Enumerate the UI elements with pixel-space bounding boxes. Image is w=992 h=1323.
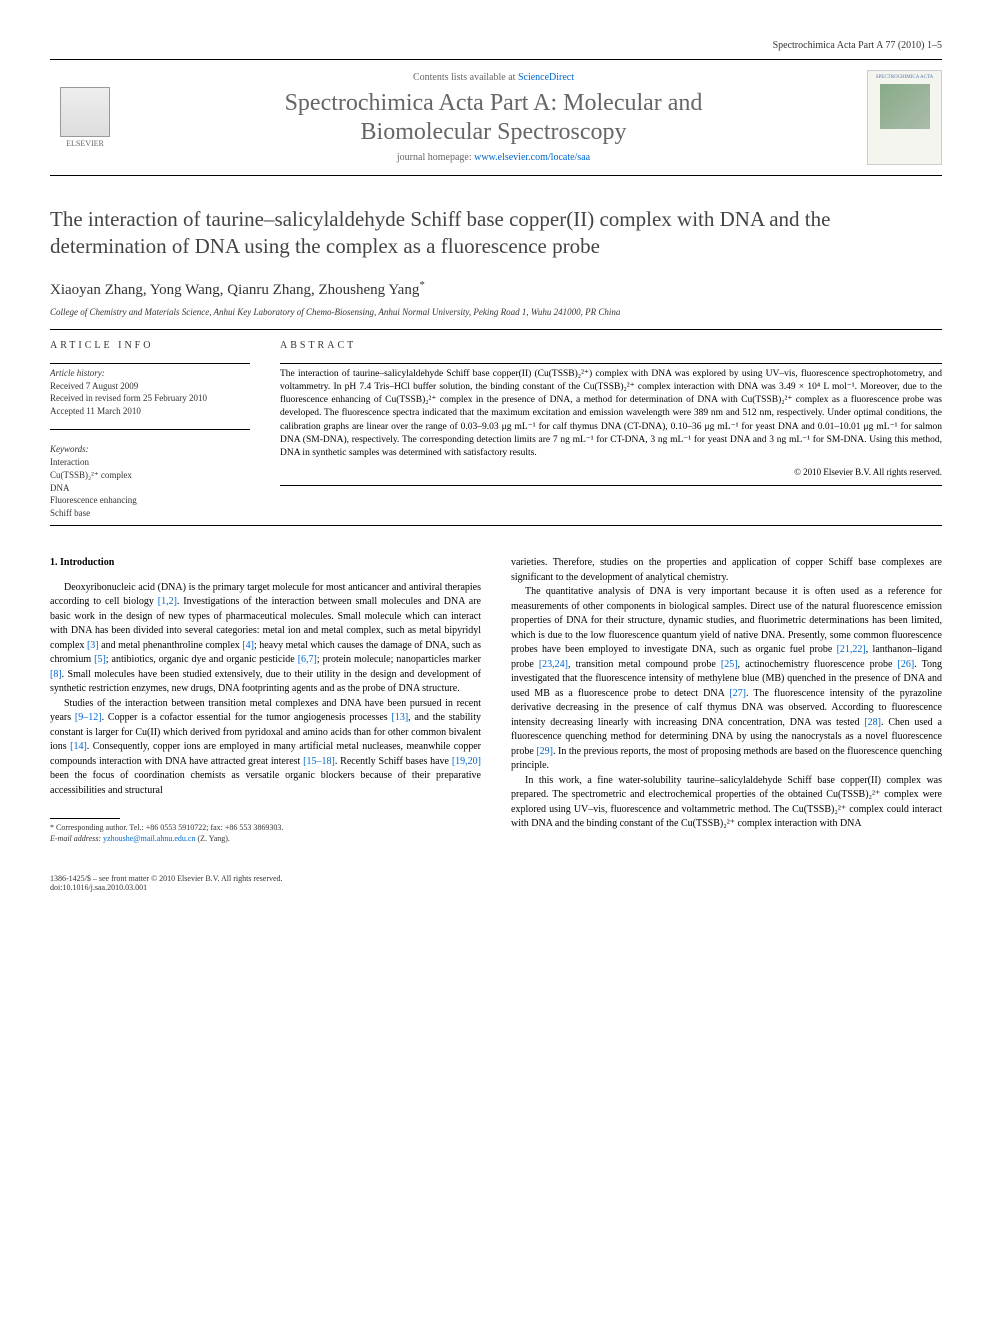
elsevier-logo: ELSEVIER: [50, 78, 120, 158]
p2-text-b: . Copper is a cofactor essential for the…: [102, 712, 392, 723]
ref-link-28[interactable]: [28]: [864, 717, 881, 728]
keyword-2: DNA: [50, 482, 250, 495]
p1-text-g: . Small molecules have been studied exte…: [50, 669, 481, 695]
footnote-corresponding: * Corresponding author. Tel.: +86 0553 5…: [50, 823, 481, 833]
ref-link-5[interactable]: [5]: [94, 654, 106, 665]
authors-list: Xiaoyan Zhang, Yong Wang, Qianru Zhang, …: [50, 282, 419, 298]
history-accepted: Accepted 11 March 2010: [50, 405, 250, 418]
elsevier-label: ELSEVIER: [66, 139, 104, 148]
section-heading-intro: 1. Introduction: [50, 556, 481, 571]
body-paragraph-4: The quantitative analysis of DNA is very…: [511, 585, 942, 774]
homepage-prefix: journal homepage:: [397, 152, 474, 163]
cover-image-icon: [880, 84, 930, 129]
p1-text-c: and metal phenanthroline complex: [99, 640, 243, 651]
article-info-column: ARTICLE INFO Article history: Received 7…: [50, 340, 250, 520]
body-column-right: varieties. Therefore, studies on the pro…: [511, 556, 942, 844]
sciencedirect-link[interactable]: ScienceDirect: [518, 72, 574, 83]
email-link[interactable]: yzhoushe@mail.ahnu.edu.cn: [103, 834, 195, 843]
corresponding-marker: *: [419, 279, 425, 291]
abstract-text: The interaction of taurine–salicylaldehy…: [280, 368, 942, 461]
authors: Xiaoyan Zhang, Yong Wang, Qianru Zhang, …: [50, 279, 942, 299]
footer-doi: doi:10.1016/j.saa.2010.03.001: [50, 883, 283, 892]
footer-issn: 1386-1425/$ – see front matter © 2010 El…: [50, 874, 283, 883]
keywords-label: Keywords:: [50, 444, 250, 454]
ref-link-13[interactable]: [13]: [392, 712, 409, 723]
ref-link-19-20[interactable]: [19,20]: [452, 756, 481, 767]
ref-link-26[interactable]: [26]: [898, 659, 915, 670]
p4-text-h: . In the previous reports, the most of p…: [511, 746, 942, 772]
journal-cover-thumb: SPECTROCHIMICA ACTA: [867, 70, 942, 165]
email-suffix: (Z. Yang).: [195, 834, 229, 843]
ref-link-21-22[interactable]: [21,22]: [837, 644, 866, 655]
ref-link-27[interactable]: [27]: [729, 688, 746, 699]
history-label: Article history:: [50, 368, 250, 378]
footer: 1386-1425/$ – see front matter © 2010 El…: [50, 874, 942, 892]
cover-title: SPECTROCHIMICA ACTA: [876, 75, 934, 80]
keyword-3: Fluorescence enhancing: [50, 494, 250, 507]
journal-header: ELSEVIER Contents lists available at Sci…: [50, 59, 942, 176]
ref-link-9-12[interactable]: [9–12]: [75, 712, 102, 723]
citation-header: Spectrochimica Acta Part A 77 (2010) 1–5: [50, 40, 942, 51]
elsevier-tree-icon: [60, 87, 110, 137]
info-row: ARTICLE INFO Article history: Received 7…: [50, 340, 942, 520]
body-paragraph-1: Deoxyribonucleic acid (DNA) is the prima…: [50, 581, 481, 697]
p1-text-f: ; protein molecule; nanoparticles marker: [317, 654, 481, 665]
contents-line: Contents lists available at ScienceDirec…: [140, 72, 847, 83]
p4-text-c: , transition metal compound probe: [568, 659, 721, 670]
divider-top: [50, 329, 942, 330]
body-paragraph-5: In this work, a fine water-solubility ta…: [511, 774, 942, 832]
ref-link-15-18[interactable]: [15–18]: [303, 756, 335, 767]
body-paragraph-3: varieties. Therefore, studies on the pro…: [511, 556, 942, 585]
footnote-divider: [50, 818, 120, 819]
keyword-4: Schiff base: [50, 507, 250, 520]
p2-text-e: . Recently Schiff bases have: [335, 756, 452, 767]
p4-text-d: , actinochemistry fluorescence probe: [738, 659, 898, 670]
abstract-divider-2: [280, 485, 942, 486]
ref-link-3[interactable]: [3]: [87, 640, 99, 651]
homepage-url[interactable]: www.elsevier.com/locate/saa: [474, 152, 590, 163]
email-label: E-mail address:: [50, 834, 103, 843]
affiliation: College of Chemistry and Materials Scien…: [50, 307, 942, 317]
journal-name-line1: Spectrochimica Acta Part A: Molecular an…: [285, 90, 703, 116]
p1-text-e: ; antibiotics, organic dye and organic p…: [106, 654, 298, 665]
abstract-copyright: © 2010 Elsevier B.V. All rights reserved…: [280, 467, 942, 477]
p2-text-f: been the focus of coordination chemists …: [50, 770, 481, 796]
ref-link-8[interactable]: [8]: [50, 669, 62, 680]
history-received: Received 7 August 2009: [50, 380, 250, 393]
footnote-email: E-mail address: yzhoushe@mail.ahnu.edu.c…: [50, 834, 481, 844]
ref-link-29[interactable]: [29]: [536, 746, 553, 757]
abstract-header: ABSTRACT: [280, 340, 942, 351]
article-info-header: ARTICLE INFO: [50, 340, 250, 351]
keyword-0: Interaction: [50, 456, 250, 469]
keyword-1: Cu(TSSB)₂²⁺ complex: [50, 469, 250, 482]
journal-name-line2: Biomolecular Spectroscopy: [361, 119, 627, 145]
divider-bottom: [50, 525, 942, 526]
body-columns: 1. Introduction Deoxyribonucleic acid (D…: [50, 556, 942, 844]
history-revised: Received in revised form 25 February 201…: [50, 392, 250, 405]
info-divider-2: [50, 429, 250, 430]
ref-link-6-7[interactable]: [6,7]: [298, 654, 317, 665]
article-title: The interaction of taurine–salicylaldehy…: [50, 206, 942, 261]
contents-prefix: Contents lists available at: [413, 72, 518, 83]
journal-name: Spectrochimica Acta Part A: Molecular an…: [140, 89, 847, 147]
abstract-divider-1: [280, 363, 942, 364]
ref-link-1-2[interactable]: [1,2]: [158, 596, 177, 607]
ref-link-14[interactable]: [14]: [70, 741, 87, 752]
ref-link-25[interactable]: [25]: [721, 659, 738, 670]
info-divider-1: [50, 363, 250, 364]
ref-link-23-24[interactable]: [23,24]: [539, 659, 568, 670]
body-column-left: 1. Introduction Deoxyribonucleic acid (D…: [50, 556, 481, 844]
footer-left: 1386-1425/$ – see front matter © 2010 El…: [50, 874, 283, 892]
homepage-line: journal homepage: www.elsevier.com/locat…: [140, 152, 847, 163]
ref-link-4[interactable]: [4]: [242, 640, 254, 651]
body-paragraph-2: Studies of the interaction between trans…: [50, 697, 481, 799]
abstract-column: ABSTRACT The interaction of taurine–sali…: [280, 340, 942, 520]
journal-center: Contents lists available at ScienceDirec…: [140, 72, 847, 164]
